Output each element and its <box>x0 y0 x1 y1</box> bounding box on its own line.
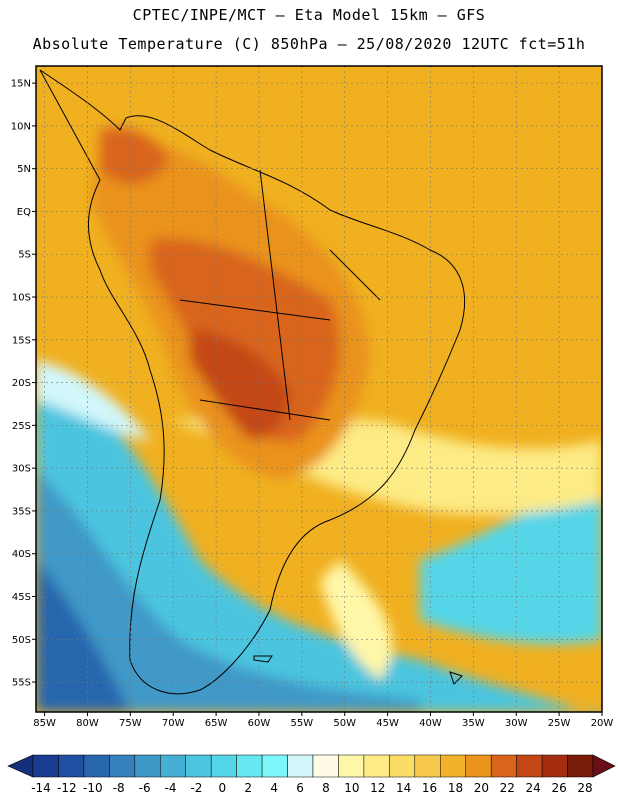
lat-tick-label: 25S <box>12 421 31 432</box>
colorbar-label: -12 <box>57 781 77 795</box>
lat-tick-label: 10S <box>12 293 31 304</box>
colorbar-label: 28 <box>577 781 592 795</box>
lat-tick-label: 5S <box>18 250 31 261</box>
colorbar-swatch <box>32 754 59 778</box>
longitude-axis: 85W 80W 75W 70W 65W 60W 55W 50W 45W 40W 35W 30W 25W 2… <box>33 712 613 729</box>
colorbar-label: 0 <box>219 781 227 795</box>
colorbar-label: -10 <box>83 781 103 795</box>
lon-tick-label: 80W <box>76 718 99 729</box>
lat-tick-label: 50S <box>12 635 31 646</box>
map-title-line2: Absolute Temperature (C) 850hPa — 25/08/… <box>32 35 586 53</box>
lon-tick-label: 60W <box>248 718 271 729</box>
colorbar-label: 6 <box>296 781 304 795</box>
colorbar-swatch <box>363 754 390 778</box>
colorbar-over-arrow <box>592 754 616 778</box>
colorbar-label: 10 <box>344 781 359 795</box>
colorbar-swatch <box>236 754 263 778</box>
colorbar-swatch <box>287 754 314 778</box>
colorbar-label: -2 <box>190 781 202 795</box>
lon-tick-label: 75W <box>119 718 142 729</box>
colorbar-label: -6 <box>139 781 151 795</box>
lat-tick-label: 15N <box>11 79 31 90</box>
lat-tick-label: 20S <box>12 378 31 389</box>
lat-tick-label: 55S <box>12 678 31 689</box>
lon-tick-label: 30W <box>505 718 528 729</box>
lon-tick-label: 70W <box>162 718 185 729</box>
colorbar-swatch <box>541 754 568 778</box>
colorbar-swatch <box>261 754 288 778</box>
colorbar-label: 22 <box>500 781 515 795</box>
lon-tick-label: 35W <box>462 718 485 729</box>
lat-tick-label: EQ <box>17 207 31 218</box>
colorbar-label: 12 <box>370 781 385 795</box>
colorbar-swatch <box>567 754 594 778</box>
lat-tick-label: 5N <box>17 164 31 175</box>
colorbar-label: 26 <box>551 781 566 795</box>
lon-tick-label: 50W <box>333 718 356 729</box>
colorbar-swatch <box>83 754 110 778</box>
colorbar-under-arrow <box>7 754 34 778</box>
colorbar-label: 4 <box>270 781 278 795</box>
colorbar-label: -8 <box>113 781 125 795</box>
colorbar-label: 24 <box>526 781 541 795</box>
colorbar-label: 2 <box>244 781 252 795</box>
temperature-colorbar: -14 -12 -10 -8 -6 -4 -2 0 2 4 6 8 10 12 14 16 18 20 22 24 26… <box>7 754 616 795</box>
colorbar-swatch <box>465 754 492 778</box>
coastline-and-borders <box>39 69 466 695</box>
lat-tick-label: 15S <box>12 335 31 346</box>
colorbar-swatch <box>58 754 85 778</box>
colorbar-swatch <box>440 754 466 778</box>
colorbar-label: 8 <box>322 781 330 795</box>
colorbar-label: -14 <box>31 781 51 795</box>
colorbar-swatch <box>414 754 441 778</box>
colorbar-label: 14 <box>396 781 411 795</box>
temperature-field <box>36 66 602 712</box>
colorbar-swatch <box>312 754 339 778</box>
colorbar-swatch <box>516 754 543 778</box>
colorbar-label: 16 <box>422 781 437 795</box>
lon-tick-label: 85W <box>33 718 56 729</box>
lon-tick-label: 25W <box>548 718 571 729</box>
colorbar-swatch <box>389 754 416 778</box>
colorbar-swatch <box>490 754 517 778</box>
lat-lon-grid <box>36 66 603 712</box>
lon-tick-label: 40W <box>419 718 442 729</box>
lat-tick-label: 10N <box>11 121 31 132</box>
lon-tick-label: 20W <box>591 718 614 729</box>
colorbar-swatch <box>185 754 212 778</box>
lat-tick-label: 40S <box>12 549 31 560</box>
colorbar-swatch <box>210 754 237 778</box>
lon-tick-label: 45W <box>376 718 399 729</box>
map-frame <box>35 65 603 713</box>
colorbar-label: 20 <box>474 781 489 795</box>
lat-tick-label: 30S <box>12 464 31 475</box>
colorbar-swatch <box>109 754 136 778</box>
lat-tick-label: 35S <box>12 506 31 517</box>
colorbar-swatch <box>338 754 365 778</box>
colorbar-label: -4 <box>165 781 177 795</box>
colorbar-swatch <box>134 754 161 778</box>
colorbar-label: 18 <box>448 781 463 795</box>
latitude-axis: 15N 10N 5N EQ 5S 10S 15S 20S 25S 30S 35S 40S 45S 50S 5… <box>11 79 36 689</box>
colorbar-swatch <box>160 754 186 778</box>
map-title-line1: CPTEC/INPE/MCT — Eta Model 15km — GFS <box>132 6 486 24</box>
lon-tick-label: 65W <box>205 718 228 729</box>
lat-tick-label: 45S <box>12 592 31 603</box>
lon-tick-label: 55W <box>291 718 314 729</box>
